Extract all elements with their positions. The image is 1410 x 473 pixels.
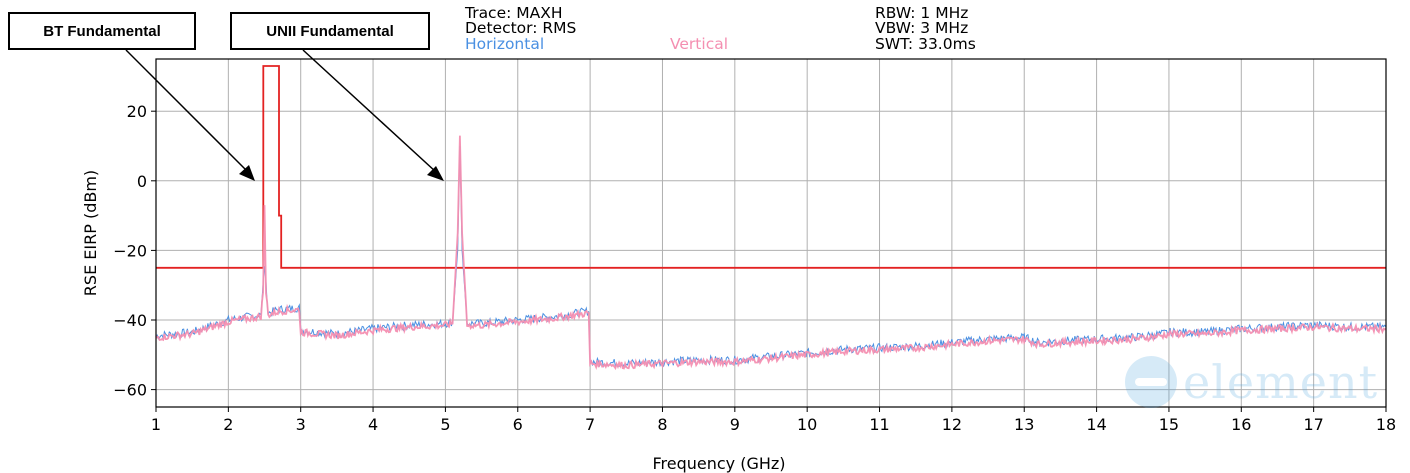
callout-arrows: [125, 49, 444, 181]
element-logo-icon: [1125, 356, 1177, 408]
unii-arrow-head: [427, 166, 444, 181]
limit-line-series: [156, 65, 1386, 269]
x-tick-label: 5: [440, 415, 450, 434]
x-tick-label: 18: [1376, 415, 1396, 434]
x-tick-label: 4: [368, 415, 378, 434]
legend-horizontal: Horizontal: [465, 35, 545, 53]
unii-arrow-line: [302, 49, 437, 173]
y-axis-label: RSE EIRP (dBm): [81, 170, 100, 296]
element-watermark: element: [1125, 355, 1378, 409]
x-tick-label: 7: [585, 415, 595, 434]
swt-label: SWT: 33.0ms: [875, 35, 976, 53]
bt-arrow-head: [239, 165, 255, 181]
rbw-label: RBW: 1 MHz: [875, 4, 969, 22]
y-tick-label: 20: [127, 102, 147, 121]
limit-trace: [156, 65, 1386, 269]
x-tick-label: 9: [730, 415, 740, 434]
vbw-label: VBW: 3 MHz: [875, 19, 969, 37]
x-tick-label: 3: [296, 415, 306, 434]
watermark-text: element: [1183, 355, 1379, 409]
bt-arrow-line: [125, 49, 249, 173]
x-tick-label: 16: [1231, 415, 1251, 434]
y-tick-label: −40: [113, 311, 147, 330]
plot-frame: [155, 58, 1387, 408]
detector-label: Detector: RMS: [465, 19, 577, 37]
x-tick-label: 1: [151, 415, 161, 434]
y-tick-labels: 20 0 −20 −40 −60: [113, 102, 156, 400]
x-tick-label: 14: [1086, 415, 1106, 434]
legend-vertical: Vertical: [670, 35, 729, 53]
x-tick-label: 17: [1303, 415, 1323, 434]
x-tick-labels: 1 2 3 4 5 6 7 8 9 10 11 12 13 14 15 16 17 18: [151, 407, 1396, 434]
vertical-series: [155, 135, 1387, 371]
vertical-trace: [155, 135, 1387, 371]
unii-fundamental-callout: UNII Fundamental: [230, 12, 430, 50]
x-tick-label: 11: [869, 415, 889, 434]
x-tick-label: 13: [1014, 415, 1034, 434]
x-tick-label: 10: [797, 415, 817, 434]
x-tick-label: 6: [513, 415, 523, 434]
x-axis-label: Frequency (GHz): [652, 454, 785, 473]
bt-fundamental-callout: BT Fundamental: [8, 12, 196, 50]
y-tick-label: −60: [113, 381, 147, 400]
x-tick-label: 12: [942, 415, 962, 434]
x-tick-label: 2: [223, 415, 233, 434]
x-tick-label: 15: [1159, 415, 1179, 434]
y-tick-label: −20: [113, 241, 147, 260]
y-tick-label: 0: [137, 172, 147, 191]
x-tick-label: 8: [657, 415, 667, 434]
trace-label: Trace: MAXH: [465, 4, 563, 22]
